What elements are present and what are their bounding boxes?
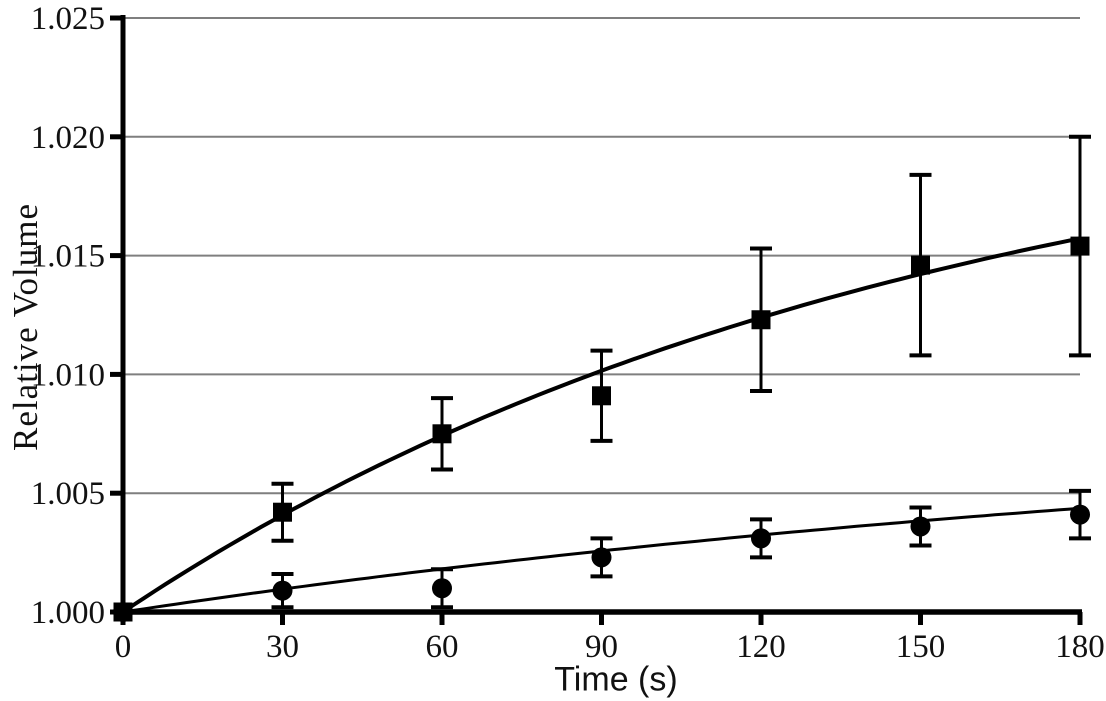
x-tick-label: 90 [585,629,618,665]
axes: 1.000 1.005 1.010 1.015 1.020 1.025 0 30 60 90 120… [31,1,1105,665]
y-gridlines [123,17,1080,495]
circle-marker [751,528,771,549]
y-tick-label: 1.015 [31,239,105,275]
x-tick-label: 180 [1055,629,1105,665]
y-tick-label: 1.020 [31,120,105,156]
x-axis-title: Time (s) [554,660,678,699]
y-tick-label: 1.010 [31,357,105,393]
y-tick-label: 1.025 [31,1,105,37]
circle-marker [910,516,931,537]
square-marker [273,502,292,522]
x-tick-label: 0 [115,629,132,665]
y-tick-label: 1.005 [31,476,105,512]
square-marker [592,386,611,406]
square-marker [432,424,452,444]
y-tick-label: 1.000 [31,595,105,631]
circle-marker [432,578,452,599]
circle-marker [1070,504,1090,525]
y-axis-title: Relative Volume [6,203,45,451]
circle-marker [272,580,293,601]
square-marker [1070,236,1090,256]
x-tick-label: 30 [266,629,299,665]
circle-marker [591,547,612,568]
square-marker [751,310,771,330]
x-tick-label: 120 [736,629,786,665]
x-tick-label: 150 [896,629,946,665]
series-circles [113,488,1091,622]
square-marker [911,255,930,275]
x-tick-label: 60 [426,629,459,665]
